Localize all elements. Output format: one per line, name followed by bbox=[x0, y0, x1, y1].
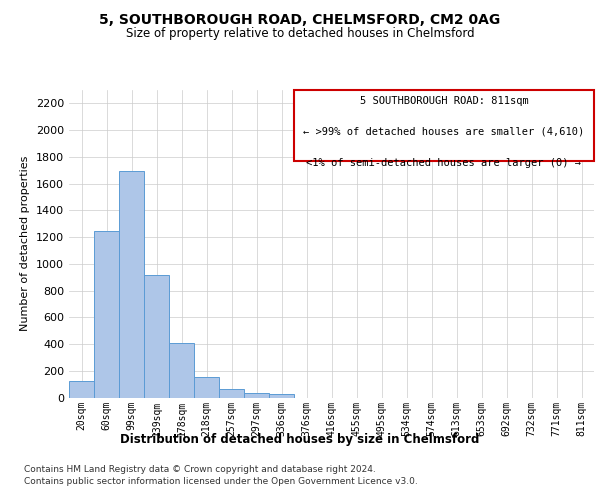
FancyBboxPatch shape bbox=[294, 90, 594, 161]
Text: ← >99% of detached houses are smaller (4,610): ← >99% of detached houses are smaller (4… bbox=[304, 127, 584, 137]
Bar bbox=[144, 274, 169, 398]
Bar bbox=[244, 393, 269, 398]
Text: Contains HM Land Registry data © Crown copyright and database right 2024.: Contains HM Land Registry data © Crown c… bbox=[24, 465, 376, 474]
Text: <1% of semi-detached houses are larger (0) →: <1% of semi-detached houses are larger (… bbox=[307, 158, 581, 168]
Bar bbox=[219, 389, 244, 398]
Text: Size of property relative to detached houses in Chelmsford: Size of property relative to detached ho… bbox=[125, 28, 475, 40]
Bar bbox=[194, 377, 219, 398]
Y-axis label: Number of detached properties: Number of detached properties bbox=[20, 156, 31, 332]
Text: Distribution of detached houses by size in Chelmsford: Distribution of detached houses by size … bbox=[121, 432, 479, 446]
Bar bbox=[169, 344, 194, 398]
Text: Contains public sector information licensed under the Open Government Licence v3: Contains public sector information licen… bbox=[24, 478, 418, 486]
Bar bbox=[69, 382, 94, 398]
Bar bbox=[119, 171, 144, 398]
Bar bbox=[269, 394, 294, 398]
Text: 5, SOUTHBOROUGH ROAD, CHELMSFORD, CM2 0AG: 5, SOUTHBOROUGH ROAD, CHELMSFORD, CM2 0A… bbox=[100, 12, 500, 26]
Text: 5 SOUTHBOROUGH ROAD: 811sqm: 5 SOUTHBOROUGH ROAD: 811sqm bbox=[359, 96, 529, 106]
Bar bbox=[94, 231, 119, 398]
